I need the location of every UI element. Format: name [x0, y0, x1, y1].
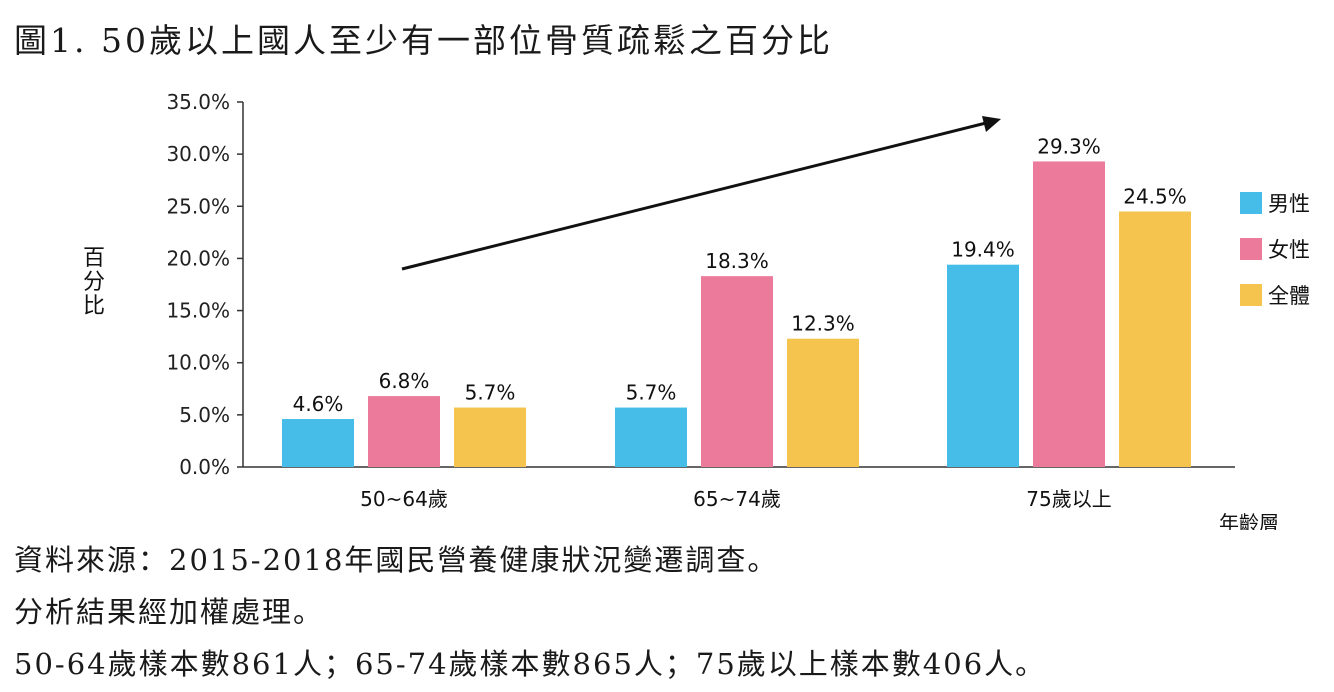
- y-axis-label-char: 分: [83, 270, 105, 295]
- bar: [615, 407, 687, 467]
- legend-label: 男性: [1268, 192, 1310, 216]
- y-tick-label: 30.0%: [166, 142, 230, 166]
- bar: [454, 407, 526, 467]
- data-label: 6.8%: [379, 369, 430, 393]
- bar: [282, 419, 354, 467]
- x-tick-label: 75歲以上: [1026, 487, 1111, 511]
- y-tick-label: 0.0%: [179, 455, 230, 479]
- legend-swatch: [1240, 284, 1262, 306]
- sample-size-note: 50-64歲樣本數861人；65-74歲樣本數865人；75歲以上樣本數406人…: [14, 647, 1047, 681]
- y-tick-label: 25.0%: [166, 194, 230, 218]
- data-label: 19.4%: [951, 238, 1015, 262]
- data-label: 5.7%: [465, 381, 516, 405]
- bar-chart: 0.0% 5.0% 10.0% 15.0% 20.0% 25.0% 30.0% 35.0% 百分…: [83, 90, 1310, 530]
- x-axis-label: 年齡層: [1219, 511, 1279, 530]
- chart-title: 圖1. 50歲以上國人至少有一部位骨質疏鬆之百分比: [14, 21, 833, 60]
- bar: [1033, 161, 1105, 467]
- x-tick-label: 65~74歲: [693, 487, 781, 511]
- weighting-note: 分析結果經加權處理。: [14, 595, 325, 629]
- y-axis-label-char: 百: [83, 246, 105, 271]
- data-label: 29.3%: [1037, 134, 1101, 158]
- legend-label: 女性: [1268, 238, 1310, 262]
- y-tick-label: 15.0%: [166, 299, 230, 323]
- legend-label: 全體: [1268, 284, 1310, 308]
- y-tick-label: 5.0%: [179, 403, 230, 427]
- data-label: 18.3%: [705, 249, 769, 273]
- y-axis-label-char: 比: [83, 294, 105, 319]
- bar: [947, 264, 1019, 467]
- legend-swatch: [1240, 192, 1262, 214]
- source-note: 資料來源：2015-2018年國民營養健康狀況變遷調查。: [14, 543, 779, 577]
- trend-arrow: [401, 120, 991, 271]
- data-label: 24.5%: [1123, 185, 1187, 209]
- bar: [787, 338, 859, 467]
- x-tick-label: 50~64歲: [360, 487, 448, 511]
- y-tick-label: 20.0%: [166, 246, 230, 270]
- trend-arrowhead: [982, 116, 1001, 132]
- y-tick-label: 10.0%: [166, 351, 230, 375]
- legend-swatch: [1240, 238, 1262, 260]
- data-label: 12.3%: [791, 312, 855, 336]
- data-label: 5.7%: [626, 381, 677, 405]
- bar: [701, 276, 773, 467]
- y-tick-label: 35.0%: [166, 90, 230, 114]
- bar: [1119, 211, 1191, 467]
- bar: [368, 396, 440, 467]
- data-label: 4.6%: [293, 392, 344, 416]
